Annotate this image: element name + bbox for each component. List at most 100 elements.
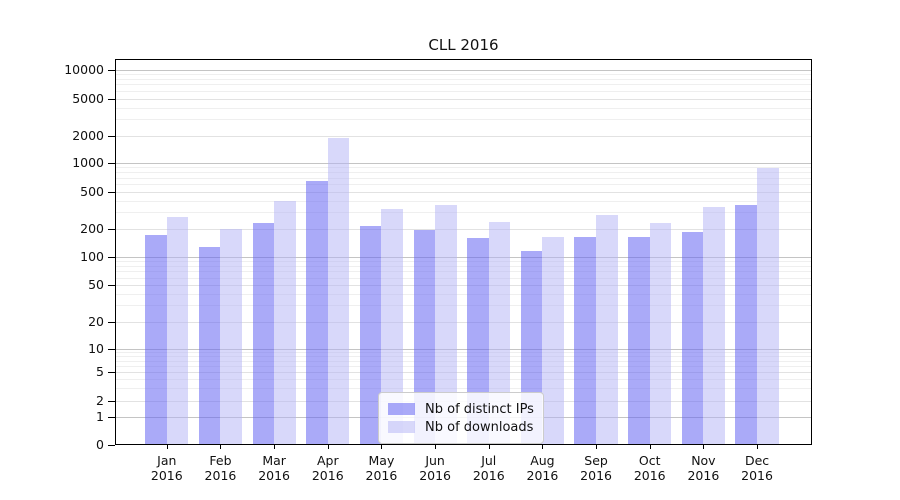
mid-gridline — [116, 372, 811, 374]
legend-item-distinct-ips: Nb of distinct IPs — [388, 401, 534, 417]
bar-downloads-apr — [327, 138, 350, 444]
x-axis-tick-label: Aug 2016 — [512, 453, 572, 483]
x-tick-month: May — [368, 453, 395, 468]
minor-gridline — [116, 107, 811, 109]
bar-downloads-feb — [220, 228, 243, 444]
x-axis-tick-label: Jul 2016 — [459, 453, 519, 483]
bar-downloads-dec — [757, 168, 779, 444]
x-tick-year: 2016 — [472, 468, 505, 483]
bar-distinct-ips-dec — [735, 204, 758, 444]
minor-gridline — [116, 84, 811, 86]
x-tick-month: Aug — [530, 453, 555, 468]
x-tick-mark — [703, 445, 705, 449]
x-axis-tick-label: Oct 2016 — [620, 453, 680, 483]
x-axis-tick-label: Apr 2016 — [298, 453, 358, 483]
y-axis-tick-label: 50 — [88, 277, 104, 292]
x-tick-month: Mar — [262, 453, 286, 468]
y-tick-mark — [108, 285, 115, 286]
x-tick-year: 2016 — [633, 468, 666, 483]
x-tick-month: Sep — [584, 453, 608, 468]
minor-gridline — [116, 388, 811, 390]
y-tick-mark — [108, 321, 115, 323]
y-tick-mark — [108, 98, 115, 100]
x-tick-month: Nov — [691, 453, 716, 468]
x-tick-month: Jun — [425, 453, 445, 468]
mid-gridline — [116, 192, 811, 193]
bar-distinct-ips-jan — [145, 235, 167, 444]
bar-distinct-ips-sep — [574, 236, 597, 444]
y-tick-mark — [108, 444, 115, 446]
bar-downloads-mar — [274, 200, 296, 444]
bar-distinct-ips-feb — [198, 247, 221, 444]
y-axis-tick-label: 2 — [96, 393, 104, 408]
y-axis-tick-label: 500 — [80, 184, 104, 199]
x-tick-year: 2016 — [526, 468, 559, 483]
bar-downloads-jul — [488, 221, 511, 444]
mid-gridline — [116, 285, 811, 286]
mid-gridline — [116, 321, 811, 323]
y-tick-mark — [108, 228, 115, 230]
x-tick-mark — [542, 445, 544, 449]
y-axis-tick-label: 10000 — [64, 61, 104, 77]
x-tick-mark — [166, 445, 168, 449]
y-axis-tick-label: 2000 — [72, 127, 104, 143]
y-axis-tick-label: 0 — [96, 436, 104, 452]
y-axis-tick-label: 100 — [80, 249, 104, 264]
minor-gridline — [116, 360, 811, 362]
x-tick-month: Dec — [744, 453, 770, 468]
legend-item-downloads: Nb of downloads — [388, 419, 534, 435]
minor-gridline — [116, 277, 811, 279]
x-tick-year: 2016 — [419, 468, 451, 483]
legend: Nb of distinct IPs Nb of downloads — [378, 392, 544, 444]
bar-downloads-oct — [649, 223, 672, 444]
y-tick-mark — [108, 192, 115, 193]
minor-gridline — [116, 379, 811, 381]
legend-swatch-distinct-ips — [388, 403, 415, 415]
x-tick-year: 2016 — [365, 468, 398, 483]
minor-gridline — [116, 167, 811, 169]
x-axis-tick-label: Jan 2016 — [137, 453, 197, 483]
x-tick-mark — [757, 445, 759, 449]
x-tick-year: 2016 — [741, 468, 773, 483]
minor-gridline — [116, 172, 811, 174]
y-axis-tick-label: 10 — [88, 340, 104, 356]
y-axis-tick-label: 1000 — [72, 155, 104, 170]
bar-distinct-ips-nov — [681, 231, 704, 444]
x-axis-tick-label: Jun 2016 — [405, 453, 465, 483]
y-tick-mark — [108, 417, 115, 419]
bar-distinct-ips-oct — [628, 236, 650, 444]
minor-gridline — [116, 78, 811, 80]
minor-gridline — [116, 90, 811, 92]
minor-gridline — [116, 73, 811, 75]
bar-distinct-ips-jun — [413, 229, 436, 444]
y-axis-tick-label: 20 — [88, 313, 104, 329]
minor-gridline — [116, 266, 811, 267]
legend-label-downloads: Nb of downloads — [425, 419, 534, 435]
x-axis-tick-label: May 2016 — [351, 453, 411, 483]
x-tick-year: 2016 — [311, 468, 344, 483]
x-tick-mark — [488, 445, 490, 449]
mid-gridline — [116, 228, 811, 230]
y-tick-mark — [108, 372, 115, 374]
bar-downloads-may — [381, 208, 404, 444]
x-tick-year: 2016 — [258, 468, 291, 483]
x-tick-year: 2016 — [150, 468, 183, 483]
x-axis-tick-label: Feb 2016 — [190, 453, 250, 483]
legend-label-distinct-ips: Nb of distinct IPs — [425, 401, 534, 417]
x-tick-month: Feb — [209, 453, 232, 468]
x-tick-mark — [220, 445, 222, 449]
bar-downloads-sep — [596, 215, 618, 444]
x-tick-mark — [381, 445, 383, 449]
minor-gridline — [116, 305, 811, 307]
bar-distinct-ips-mar — [252, 223, 275, 444]
x-tick-year: 2016 — [204, 468, 237, 483]
mid-gridline — [116, 135, 811, 137]
bar-downloads-nov — [703, 206, 725, 444]
x-tick-month: Jul — [481, 453, 497, 468]
bar-downloads-jan — [166, 216, 189, 444]
x-tick-month: Oct — [638, 453, 661, 468]
y-axis-tick-label: 200 — [80, 220, 104, 236]
minor-gridline — [116, 293, 811, 295]
major-gridline — [116, 257, 811, 258]
y-axis-tick-label: 5 — [96, 364, 104, 380]
